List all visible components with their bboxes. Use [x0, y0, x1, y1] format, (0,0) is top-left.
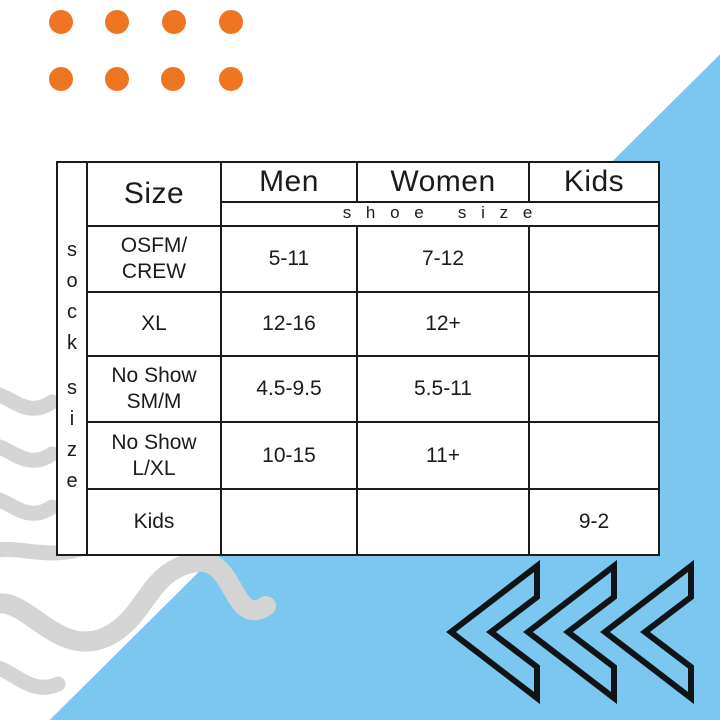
row-label-line: XL	[141, 312, 167, 335]
orange-dot	[105, 67, 129, 91]
wave-line	[0, 387, 60, 416]
row-label-noshow-lxl: No Show L/XL	[88, 423, 222, 490]
row-label-line: Kids	[133, 510, 175, 533]
women-value-noshow-lxl: 11+	[358, 423, 530, 490]
row-label-line: OSFM/	[120, 234, 188, 257]
men-value-noshow-smm: 4.5-9.5	[222, 357, 358, 423]
row-label-line: No Show	[111, 364, 197, 387]
column-header-kids: Kids	[530, 163, 658, 203]
orange-dot	[49, 10, 73, 34]
wave-line	[0, 660, 66, 695]
chevron-left-icon	[523, 559, 617, 705]
kids-value-noshow-lxl	[530, 423, 658, 490]
women-value-xl: 12+	[358, 293, 530, 357]
row-label-noshow-smm: No Show SM/M	[88, 357, 222, 423]
wave-line	[0, 492, 60, 521]
row-label-line: SM/M	[126, 390, 182, 413]
wave-line	[0, 439, 60, 468]
vertical-letter: s	[67, 377, 77, 399]
vertical-letter: o	[66, 270, 78, 292]
chevron-left-icon	[446, 559, 540, 705]
orange-dot	[161, 67, 185, 91]
chevrons-group	[446, 559, 694, 705]
orange-dot-grid	[49, 10, 243, 91]
vertical-letter: k	[67, 332, 77, 354]
orange-dot	[162, 10, 186, 34]
kids-value-osfm	[530, 227, 658, 293]
men-value-osfm: 5-11	[222, 227, 358, 293]
row-label-line: No Show	[111, 430, 197, 454]
orange-dot	[105, 10, 129, 34]
row-label-xl: XL	[88, 293, 222, 357]
size-chart-table: s o c k s i z e Size Men Women Kids s h …	[56, 161, 660, 556]
column-header-size: Size	[88, 163, 222, 227]
women-value-kids	[358, 490, 530, 554]
chevron-left-icon	[600, 559, 694, 705]
column-header-women: Women	[358, 163, 530, 203]
kids-value-noshow-smm	[530, 357, 658, 423]
orange-dot	[219, 67, 243, 91]
orange-dot	[49, 67, 73, 91]
shoe-size-subheader: s h o e s i z e	[222, 203, 658, 227]
kids-value-xl	[530, 293, 658, 357]
sock-size-vertical-label: s o c k s i z e	[58, 163, 88, 554]
women-value-osfm: 7-12	[358, 227, 530, 293]
wave-line	[0, 551, 276, 652]
row-label-line: L/XL	[132, 456, 176, 480]
row-label-kids: Kids	[88, 490, 222, 554]
men-value-kids	[222, 490, 358, 554]
men-value-xl: 12-16	[222, 293, 358, 357]
men-value-noshow-lxl: 10-15	[222, 423, 358, 490]
vertical-letter: i	[69, 408, 75, 430]
vertical-letter: e	[66, 470, 78, 492]
column-header-men: Men	[222, 163, 358, 203]
women-value-noshow-smm: 5.5-11	[358, 357, 530, 423]
row-label-line: CREW	[121, 260, 187, 283]
orange-dot	[219, 10, 243, 34]
vertical-letter: s	[67, 239, 77, 261]
vertical-letter: z	[67, 439, 77, 461]
kids-value-kids: 9-2	[578, 510, 610, 533]
vertical-letter: c	[67, 301, 77, 323]
orange-dots	[49, 10, 243, 91]
row-label-osfm-crew: OSFM/ CREW	[88, 227, 222, 293]
